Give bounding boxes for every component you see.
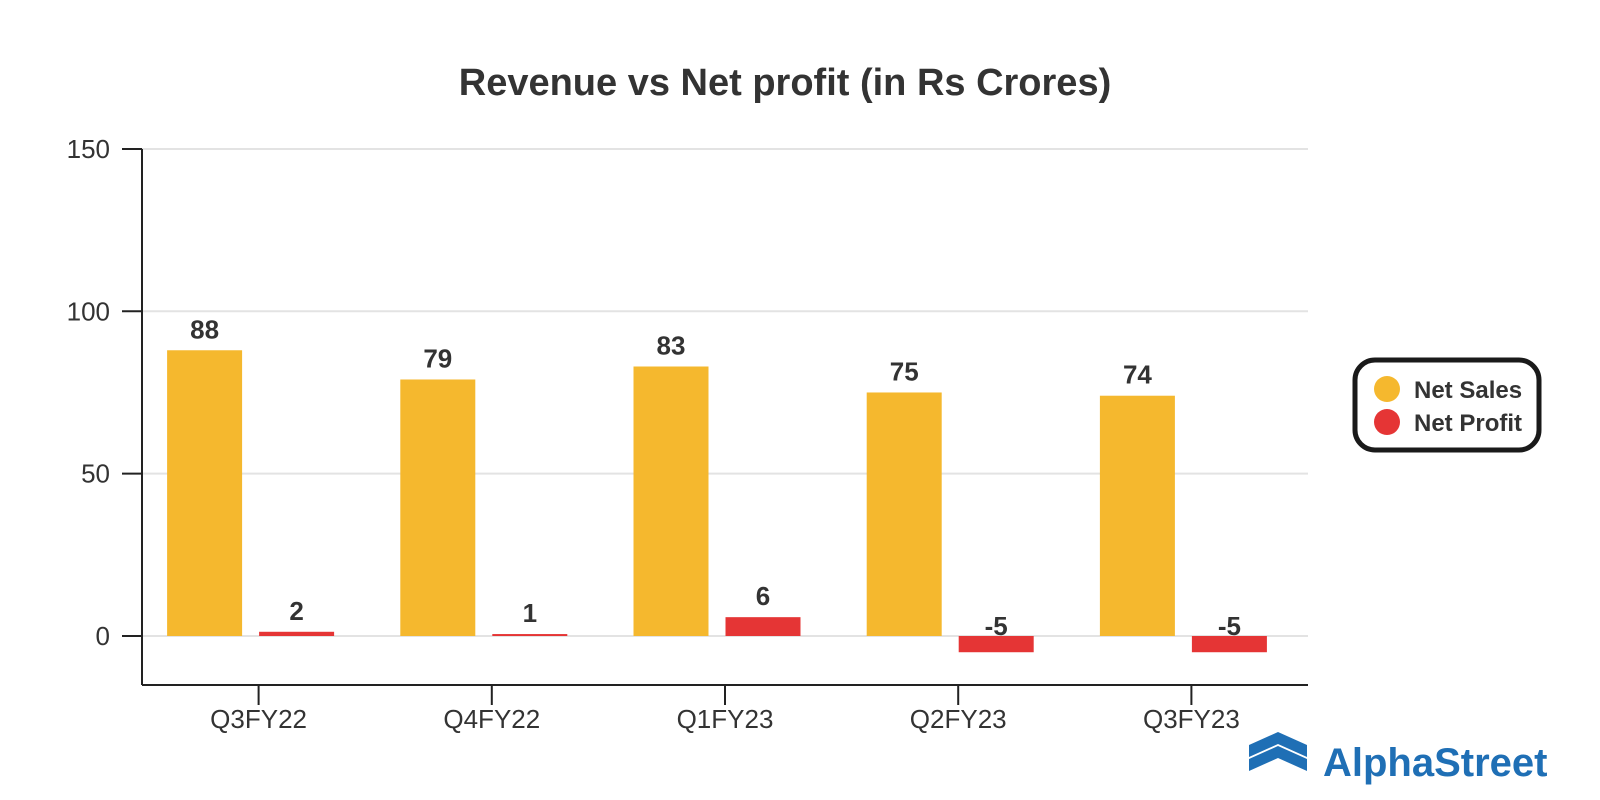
legend-label-net-sales: Net Sales	[1414, 377, 1522, 404]
data-label-net-profit-q1fy23: 6	[756, 581, 770, 611]
legend-swatch-net-sales	[1374, 376, 1400, 402]
legend-swatch-net-profit	[1374, 409, 1400, 435]
bar-net-profit-q3fy22	[259, 631, 335, 636]
data-label-net-sales-q1fy23: 83	[657, 330, 686, 360]
x-tick-label: Q3FY22	[210, 704, 307, 734]
chart-title: Revenue vs Net profit (in Rs Crores)	[459, 62, 1111, 104]
bar-net-sales-q4fy22	[400, 379, 476, 636]
y-tick-label: 0	[96, 621, 110, 651]
data-label-net-profit-q2fy23: -5	[985, 611, 1008, 641]
data-label-net-sales-q3fy23: 74	[1123, 360, 1152, 390]
data-label-net-sales-q3fy22: 88	[190, 314, 219, 344]
legend: Net Sales Net Profit	[1352, 357, 1542, 453]
x-tick-label: Q1FY23	[677, 704, 774, 734]
data-label-net-profit-q4fy22: 1	[523, 598, 537, 628]
x-tick-label: Q4FY22	[443, 704, 540, 734]
data-labels: 88 2 79 1 83 6 75 -5 74 -5	[190, 314, 1241, 641]
brand-logo: AlphaStreet	[1249, 732, 1548, 785]
data-label-net-profit-q3fy23: -5	[1218, 611, 1241, 641]
bar-net-sales-q1fy23	[633, 366, 709, 636]
data-label-net-profit-q3fy22: 2	[289, 596, 303, 626]
axes: 0 50 100 150 Q3FY22 Q4FY22 Q1FY23 Q2FY23 Q3FY23	[67, 134, 1308, 734]
alphastreet-logo-icon	[1249, 732, 1307, 771]
y-tick-label: 150	[67, 134, 110, 164]
bar-net-profit-q4fy22	[492, 634, 568, 636]
legend-box	[1352, 357, 1542, 453]
bar-net-sales-q3fy23	[1099, 395, 1175, 636]
bar-net-profit-q2fy23	[958, 636, 1034, 653]
x-tick-label: Q3FY23	[1143, 704, 1240, 734]
bar-net-sales-q2fy23	[866, 392, 942, 636]
legend-label-net-profit: Net Profit	[1414, 410, 1522, 437]
bars	[167, 350, 1267, 653]
data-label-net-sales-q4fy22: 79	[423, 343, 452, 373]
brand-name: AlphaStreet	[1323, 741, 1548, 785]
bar-net-sales-q3fy22	[167, 350, 243, 636]
y-tick-label: 100	[67, 296, 110, 326]
x-tick-label: Q2FY23	[910, 704, 1007, 734]
bar-net-profit-q1fy23	[725, 617, 801, 636]
y-tick-label: 50	[81, 459, 110, 489]
bar-net-profit-q3fy23	[1191, 636, 1267, 653]
data-label-net-sales-q2fy23: 75	[890, 356, 919, 386]
